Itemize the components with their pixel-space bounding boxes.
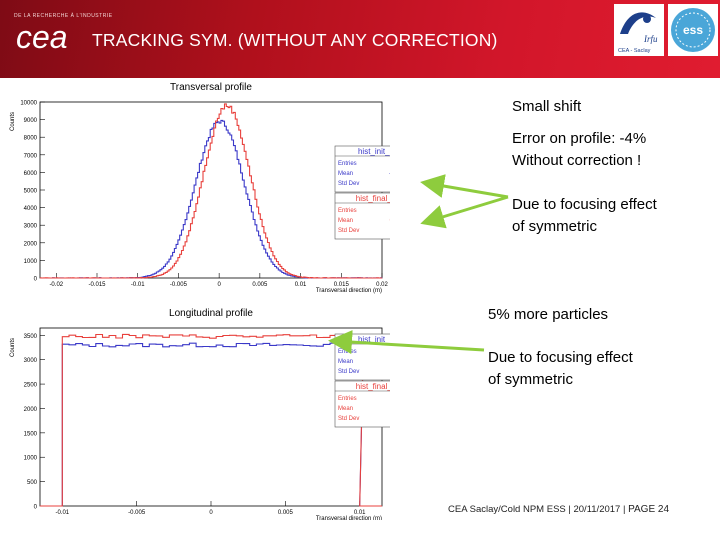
stats-box-hist_init_px xyxy=(334,145,390,193)
x-tick-label-3: 0.005 xyxy=(278,510,294,516)
stats-key-1-2: Std Dev xyxy=(338,228,359,234)
y-axis-label: Counts xyxy=(10,338,16,357)
x-tick-label-2: 0 xyxy=(209,510,213,516)
stats-value-0-1: -1.916e-05 xyxy=(389,171,390,177)
x-tick-label-7: 0.015 xyxy=(334,282,350,288)
x-tick-label-3: -0.005 xyxy=(170,282,188,288)
stats-key-0-1: Mean xyxy=(338,171,353,177)
slide-title: TRACKING SYM. (WITHOUT ANY CORRECTION) xyxy=(92,30,498,50)
series-hist_final_py xyxy=(40,333,382,507)
y-tick-label-6: 6000 xyxy=(24,171,38,177)
stats-key-0-1: Mean xyxy=(338,359,353,365)
x-axis-label: Transversal direction (m) xyxy=(316,516,382,520)
y-tick-label-1: 500 xyxy=(27,480,38,486)
irfu-logo-sub: CEA - Saclay xyxy=(618,48,651,54)
y-tick-label-7: 7000 xyxy=(24,153,38,159)
cea-logo: cea xyxy=(16,22,68,54)
stats-key-1-0: Entries xyxy=(338,396,357,402)
y-tick-label-7: 3500 xyxy=(24,334,38,340)
footer-text: CEA Saclay/Cold NPM ESS | 20/11/2017 | xyxy=(448,504,626,515)
note-focusing-1: Due to focusing effect xyxy=(512,196,657,213)
plot-title: Transversal profile xyxy=(170,82,252,93)
arrow-to-init-stats xyxy=(420,174,509,199)
cea-logo-text: cea xyxy=(16,22,68,54)
y-tick-label-2: 2000 xyxy=(24,241,38,247)
y-tick-label-3: 3000 xyxy=(24,224,38,230)
stats-key-1-2: Std Dev xyxy=(338,416,359,422)
y-tick-label-1: 1000 xyxy=(24,259,38,265)
x-tick-label-1: -0.005 xyxy=(128,510,146,516)
irfu-logo: Irfu CEA - Saclay xyxy=(614,4,664,56)
header-banner: DE LA RECHERCHE À L'INDUSTRIE cea TRACKI… xyxy=(0,0,720,78)
page-number: PAGE 24 xyxy=(628,504,670,515)
stats-key-0-0: Entries xyxy=(338,161,357,167)
plot-title: Longitudinal profile xyxy=(169,308,253,319)
footer: CEA Saclay/Cold NPM ESS | 20/11/2017 | P… xyxy=(448,504,669,515)
arrow-to-longitudinal xyxy=(328,330,485,355)
note-symmetric-2: of symmetric xyxy=(488,371,574,388)
longitudinal-profile-plot: Longitudinal profile 0 500 1000 1500 2000 2500… xyxy=(10,308,390,520)
header-tagline: DE LA RECHERCHE À L'INDUSTRIE xyxy=(14,13,113,19)
stats-title-hist_init_py: hist_init_py xyxy=(358,335,390,344)
x-tick-label-4: 0 xyxy=(217,282,221,288)
x-axis-label: Transversal direction (m) xyxy=(316,288,382,294)
series-hist_final_px xyxy=(40,103,383,279)
stats-key-1-0: Entries xyxy=(338,208,357,214)
transversal-profile-plot: Transversal profile 0 1000 2000 3000 4000 5000… xyxy=(10,82,390,294)
stats-key-1-1: Mean xyxy=(338,406,353,412)
arrow-to-final-stats xyxy=(420,195,509,229)
stats-key-0-2: Std Dev xyxy=(338,181,359,187)
stats-title-hist_final_py: hist_final_py xyxy=(356,382,390,391)
x-tick-label-2: -0.01 xyxy=(131,282,145,288)
note-error-profile: Error on profile: -4% xyxy=(512,130,647,147)
stats-box-hist_final_py xyxy=(334,380,390,428)
y-axis-label: Counts xyxy=(10,112,16,131)
y-tick-label-10: 10000 xyxy=(20,101,37,107)
note-focusing-2: Due to focusing effect xyxy=(488,349,633,366)
stats-title-hist_init_px: hist_init_px xyxy=(358,147,390,156)
y-tick-label-2: 1000 xyxy=(24,456,38,462)
x-tick-label-6: 0.01 xyxy=(295,282,307,288)
x-tick-label-0: -0.02 xyxy=(49,282,63,288)
note-symmetric-1: of symmetric xyxy=(512,218,598,235)
x-tick-label-8: 0.02 xyxy=(376,282,388,288)
x-tick-label-0: -0.01 xyxy=(55,510,69,516)
stats-key-0-2: Std Dev xyxy=(338,369,359,375)
y-tick-label-9: 9000 xyxy=(24,118,38,124)
y-tick-label-3: 1500 xyxy=(24,431,38,437)
x-tick-label-5: 0.005 xyxy=(252,282,268,288)
y-tick-label-5: 2500 xyxy=(24,383,38,389)
y-tick-label-6: 3000 xyxy=(24,358,38,364)
y-tick-label-0: 0 xyxy=(34,277,38,283)
irfu-logo-text: Irfu xyxy=(643,34,658,44)
x-tick-label-1: -0.015 xyxy=(88,282,106,288)
y-tick-label-8: 8000 xyxy=(24,136,38,142)
y-tick-label-4: 4000 xyxy=(24,206,38,212)
ess-logo-text: ess xyxy=(683,23,703,37)
note-small-shift: Small shift xyxy=(512,98,582,115)
y-tick-label-5: 5000 xyxy=(24,189,38,195)
note-more-particles: 5% more particles xyxy=(488,306,609,323)
y-tick-label-4: 2000 xyxy=(24,407,38,413)
x-tick-label-4: 0.01 xyxy=(354,510,366,516)
y-tick-label-0: 0 xyxy=(34,505,38,511)
stats-box-hist_final_px xyxy=(334,192,390,240)
series-hist_init_py xyxy=(40,342,382,507)
stats-key-1-1: Mean xyxy=(338,218,353,224)
stats-title-hist_final_px: hist_final_px xyxy=(356,194,390,203)
note-without-correction: Without correction ! xyxy=(512,152,642,169)
ess-logo: ess xyxy=(668,4,718,56)
